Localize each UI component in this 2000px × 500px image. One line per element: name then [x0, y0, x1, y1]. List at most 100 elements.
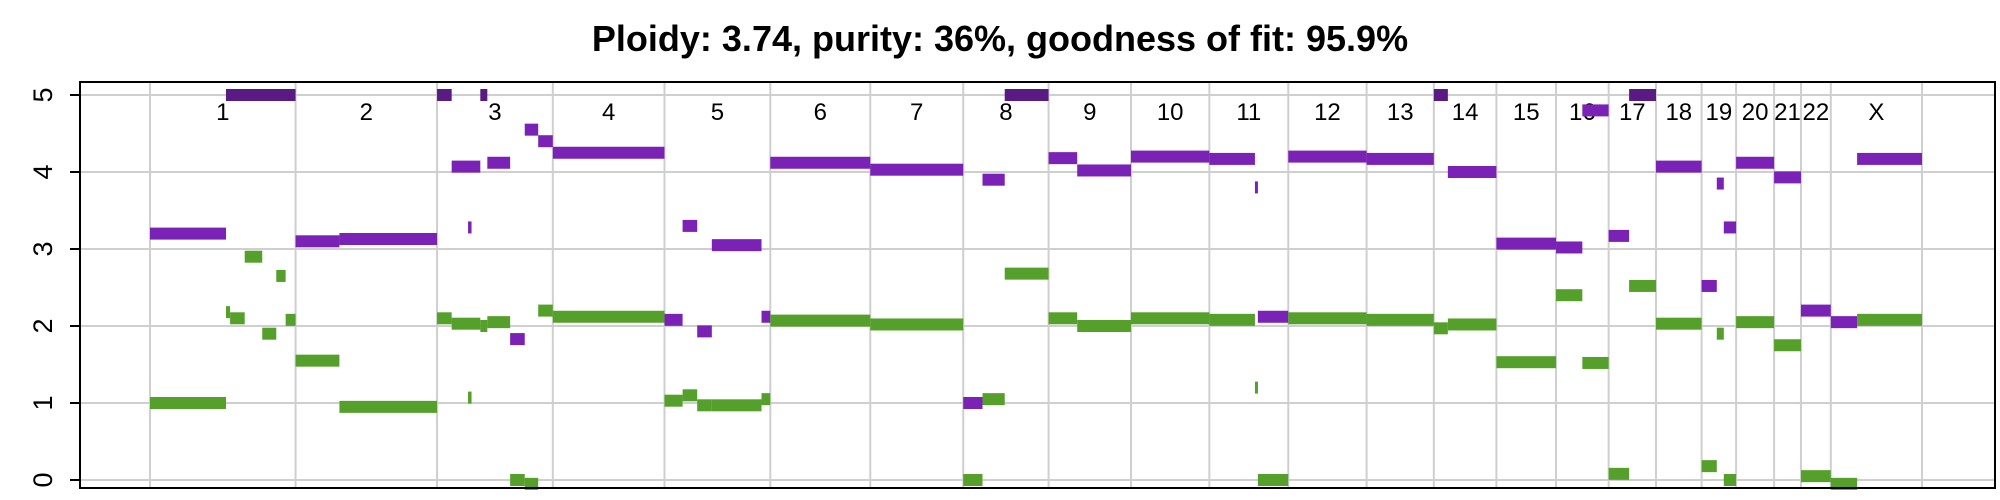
major-copy-number-segment [524, 123, 539, 136]
major-copy-number-segment [1257, 310, 1289, 323]
minor-copy-number-segment [295, 354, 340, 367]
major-copy-number-segment [1366, 152, 1434, 165]
major-copy-number-segment [451, 160, 481, 173]
major-copy-number-segment [1209, 152, 1255, 165]
chromosome-label: 17 [1619, 99, 1646, 126]
y-tick-label: 1 [28, 395, 58, 410]
major-copy-number-segment [1447, 166, 1497, 178]
minor-copy-number-segment [510, 474, 525, 486]
chromosome-label: 3 [488, 99, 501, 126]
chromosome-label: 5 [711, 99, 724, 126]
chromosome-label: 8 [999, 99, 1012, 126]
major-copy-number-segment [1077, 164, 1132, 177]
major-copy-number-segment [552, 146, 665, 159]
minor-copy-number-segment [339, 400, 438, 413]
major-copy-number-segment [1655, 160, 1702, 173]
major-copy-number-segment [339, 232, 438, 245]
minor-copy-number-segment [682, 389, 698, 402]
minor-copy-number-segment [150, 397, 227, 409]
major-copy-number-segment [1736, 156, 1775, 169]
minor-copy-number-segment [538, 304, 553, 317]
minor-copy-number-segment [1433, 322, 1448, 335]
major-copy-number-segment [487, 156, 511, 169]
major-copy-number-segment [761, 310, 771, 323]
minor-copy-number-segment [1736, 316, 1775, 329]
minor-copy-number-segment [1701, 460, 1717, 473]
major-copy-number-segment [538, 135, 553, 148]
major-copy-number-segment [1048, 152, 1078, 165]
chromosome-label: 12 [1314, 99, 1341, 126]
y-tick-label: 5 [28, 87, 58, 102]
major-copy-number-segment [1496, 237, 1557, 250]
y-tick-label: 0 [28, 472, 58, 487]
minor-copy-number-segment [1582, 356, 1609, 369]
minor-copy-number-segment [1608, 467, 1630, 480]
major-copy-number-segment [1701, 279, 1717, 292]
major-copy-number-segment [664, 313, 683, 326]
chromosome-label: 7 [910, 99, 923, 126]
minor-copy-number-segment [1288, 312, 1367, 325]
minor-copy-number-segment [552, 310, 665, 323]
major-copy-number-segment [1288, 150, 1367, 163]
major-copy-number-segment [437, 89, 452, 101]
major-copy-number-segment [1830, 316, 1858, 329]
minor-copy-number-segment [870, 318, 964, 331]
minor-copy-number-segment [1131, 312, 1210, 325]
major-copy-number-segment [226, 89, 296, 101]
minor-copy-number-segment [770, 314, 871, 327]
minor-copy-number-segment [262, 327, 277, 340]
minor-copy-number-segment [1004, 267, 1049, 280]
chart-title: Ploidy: 3.74, purity: 36%, goodness of f… [591, 18, 1409, 59]
major-copy-number-segment [1556, 241, 1583, 254]
minor-copy-number-segment [451, 317, 481, 330]
minor-copy-number-segment [697, 399, 712, 412]
major-copy-number-segment [982, 173, 1005, 186]
y-tick-label: 2 [28, 318, 58, 333]
minor-copy-number-segment [468, 391, 472, 404]
minor-copy-number-segment [1716, 327, 1724, 340]
major-copy-number-segment [480, 89, 488, 101]
minor-copy-number-segment [1254, 381, 1258, 394]
chromosome-label: 18 [1665, 99, 1692, 126]
chromosome-label: 20 [1742, 99, 1769, 126]
major-copy-number-segment [1857, 152, 1922, 165]
major-copy-number-segment [697, 325, 712, 338]
minor-copy-number-segment [1655, 317, 1702, 330]
minor-copy-number-segment [664, 394, 683, 407]
chromosome-label: 6 [814, 99, 827, 126]
minor-copy-number-segment [276, 269, 286, 282]
minor-copy-number-segment [244, 250, 263, 263]
major-copy-number-segment [1254, 181, 1258, 194]
major-copy-number-segment [1131, 150, 1210, 163]
chromosome-label: 13 [1387, 99, 1414, 126]
chromosome-label: 10 [1157, 99, 1184, 126]
minor-copy-number-segment [1774, 339, 1801, 352]
plot-frame [79, 81, 1996, 489]
chromosome-label: 22 [1803, 99, 1830, 126]
chromosome-label: 11 [1236, 99, 1261, 126]
minor-copy-number-segment [1857, 313, 1922, 326]
chromosome-label: 4 [602, 99, 615, 126]
major-copy-number-segment [1774, 171, 1801, 184]
chromosome-label: X [1868, 99, 1884, 126]
minor-copy-number-segment [1723, 474, 1737, 486]
major-copy-number-segment [468, 221, 472, 234]
major-copy-number-segment [1716, 177, 1724, 190]
chromosome-label: 15 [1513, 99, 1540, 126]
chromosome-label: 21 [1774, 99, 1801, 126]
minor-copy-number-segment [487, 316, 511, 329]
chromosome-label: 2 [360, 99, 373, 126]
y-tick-label: 3 [28, 241, 58, 256]
minor-copy-number-segment [1447, 318, 1497, 331]
major-copy-number-segment [1629, 89, 1656, 101]
major-copy-number-segment [510, 333, 525, 346]
major-copy-number-segment [150, 227, 227, 240]
minor-copy-number-segment [711, 399, 762, 412]
major-copy-number-segment [1608, 229, 1630, 242]
major-copy-number-segment [1723, 221, 1737, 234]
minor-copy-number-segment [982, 393, 1005, 406]
minor-copy-number-segment [480, 320, 488, 332]
major-copy-number-segment [1800, 304, 1831, 317]
minor-copy-number-segment [1830, 477, 1858, 490]
